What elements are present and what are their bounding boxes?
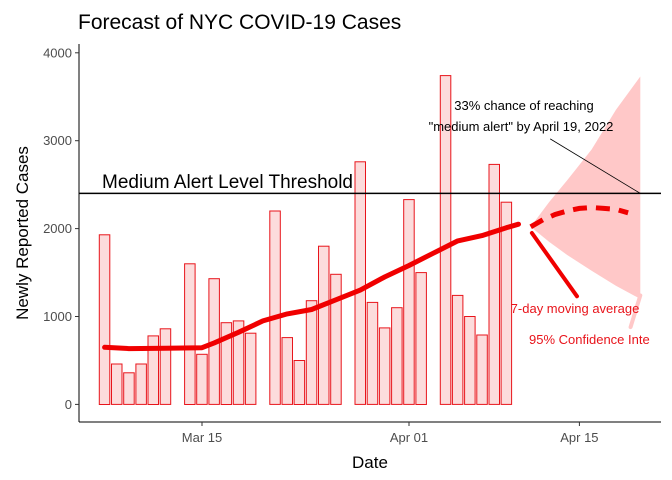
forecast-line: [529, 204, 629, 229]
bar-15: [293, 360, 306, 405]
bar-14: [281, 337, 293, 405]
bar-5: [147, 335, 159, 405]
bar-16: [305, 300, 318, 405]
pointer-layer: [529, 138, 643, 330]
y-tick-label-2000: 2000: [43, 221, 72, 236]
y-tick-label-1000: 1000: [43, 309, 72, 324]
bar-19: [354, 161, 366, 405]
confidence-interval-label: 95% Confidence Inte: [529, 332, 650, 347]
bar-22: [391, 307, 403, 405]
bar-layer: [98, 75, 513, 406]
bar-4: [135, 363, 147, 405]
y-tick-layer: 0 1000 2000 3000 4000: [43, 45, 79, 412]
chance-annotation-line1: 33% chance of reaching: [454, 98, 593, 113]
bar-8: [196, 353, 208, 405]
y-tick-label-0: 0: [65, 397, 72, 412]
bar-2: [111, 363, 123, 405]
bar-25: [439, 75, 452, 405]
bar-18: [330, 273, 342, 405]
bar-23: [403, 199, 415, 405]
confidence-band: [530, 76, 641, 299]
threshold-label: Medium Alert Level Threshold: [102, 172, 353, 193]
bar-11: [232, 320, 245, 405]
moving-average-layer: [102, 221, 521, 352]
bar-3: [123, 372, 135, 405]
moving-average-label: 7-day moving average: [511, 301, 640, 316]
bar-26: [451, 294, 464, 405]
bar-29: [488, 163, 500, 405]
bar-13: [269, 210, 281, 405]
forecast-layer: [529, 204, 629, 229]
bar-21: [378, 327, 391, 405]
confidence-pointer: [628, 293, 643, 330]
axis-layer: [78, 44, 661, 423]
bar-17: [318, 245, 330, 405]
x-tick-label-1: Mar 15: [182, 430, 222, 445]
bar-1: [98, 234, 111, 405]
bar-24: [415, 272, 427, 405]
moving-average-pointer: [529, 231, 579, 299]
x-tick-label-2: Apr 01: [390, 430, 428, 445]
confidence-band-layer: [530, 76, 641, 299]
bar-27: [464, 316, 476, 405]
y-axis-title: Newly Reported Cases: [13, 146, 32, 320]
chart-title: Forecast of NYC COVID-19 Cases: [78, 11, 401, 34]
bar-20: [366, 301, 379, 405]
y-tick-label-3000: 3000: [43, 133, 72, 148]
bar-10: [220, 322, 233, 406]
x-tick-label-3: Apr 15: [560, 430, 598, 445]
x-tick-layer: Mar 15 Apr 01 Apr 15: [182, 422, 599, 445]
bar-12: [244, 332, 257, 405]
bar-7: [184, 263, 196, 405]
chance-pointer-line: [549, 138, 641, 194]
moving-average-line: [102, 221, 521, 352]
x-axis-title: Date: [352, 453, 388, 472]
y-tick-label-4000: 4000: [43, 45, 72, 60]
bar-28: [476, 334, 488, 405]
chance-annotation-line2: "medium alert" by April 19, 2022: [429, 119, 614, 134]
bar-6: [159, 328, 172, 405]
bar-30: [500, 201, 513, 405]
